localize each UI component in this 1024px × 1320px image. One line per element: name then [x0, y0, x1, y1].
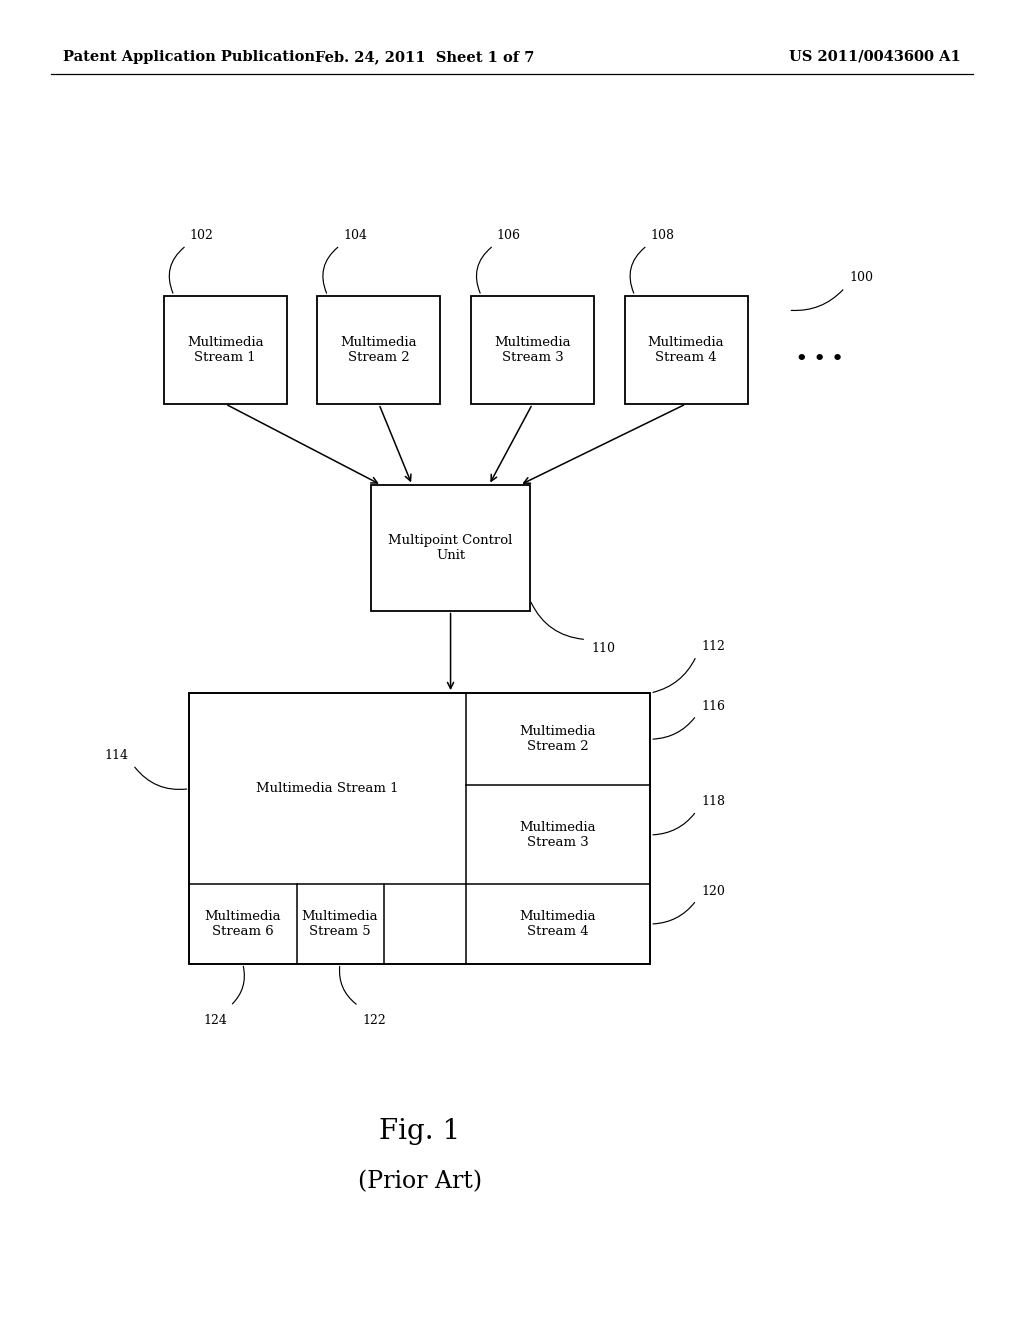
- Text: 112: 112: [701, 640, 725, 653]
- Text: Multimedia
Stream 4: Multimedia Stream 4: [520, 909, 596, 939]
- Text: 104: 104: [343, 228, 367, 242]
- Bar: [189, 693, 650, 964]
- Bar: [471, 296, 594, 404]
- Text: 114: 114: [104, 750, 128, 763]
- Text: Multimedia
Stream 4: Multimedia Stream 4: [648, 335, 724, 364]
- Text: • • •: • • •: [796, 350, 843, 368]
- Text: 106: 106: [497, 228, 520, 242]
- Text: Multimedia
Stream 3: Multimedia Stream 3: [495, 335, 570, 364]
- Text: Multimedia Stream 1: Multimedia Stream 1: [256, 783, 399, 795]
- Text: US 2011/0043600 A1: US 2011/0043600 A1: [788, 50, 961, 63]
- Text: Multipoint Control
Unit: Multipoint Control Unit: [388, 533, 513, 562]
- Text: Patent Application Publication: Patent Application Publication: [63, 50, 315, 63]
- Text: Multimedia
Stream 1: Multimedia Stream 1: [187, 335, 263, 364]
- Text: Multimedia
Stream 2: Multimedia Stream 2: [341, 335, 417, 364]
- Text: (Prior Art): (Prior Art): [357, 1170, 482, 1193]
- Text: Multimedia
Stream 6: Multimedia Stream 6: [205, 909, 281, 939]
- Text: Fig. 1: Fig. 1: [379, 1118, 461, 1144]
- Text: Feb. 24, 2011  Sheet 1 of 7: Feb. 24, 2011 Sheet 1 of 7: [315, 50, 535, 63]
- Bar: [164, 296, 287, 404]
- Text: Multimedia
Stream 2: Multimedia Stream 2: [520, 725, 596, 754]
- Text: Multimedia
Stream 3: Multimedia Stream 3: [520, 821, 596, 849]
- Text: Multimedia
Stream 5: Multimedia Stream 5: [302, 909, 378, 939]
- Text: 102: 102: [189, 228, 213, 242]
- Text: 124: 124: [204, 1014, 227, 1027]
- Text: 100: 100: [850, 271, 873, 284]
- Text: 110: 110: [592, 643, 615, 655]
- Bar: [317, 296, 440, 404]
- Text: 116: 116: [701, 700, 725, 713]
- Text: 120: 120: [701, 884, 725, 898]
- Bar: [625, 296, 748, 404]
- Text: 122: 122: [362, 1014, 386, 1027]
- Text: 108: 108: [650, 228, 674, 242]
- Bar: [371, 486, 530, 610]
- Text: 118: 118: [701, 796, 725, 808]
